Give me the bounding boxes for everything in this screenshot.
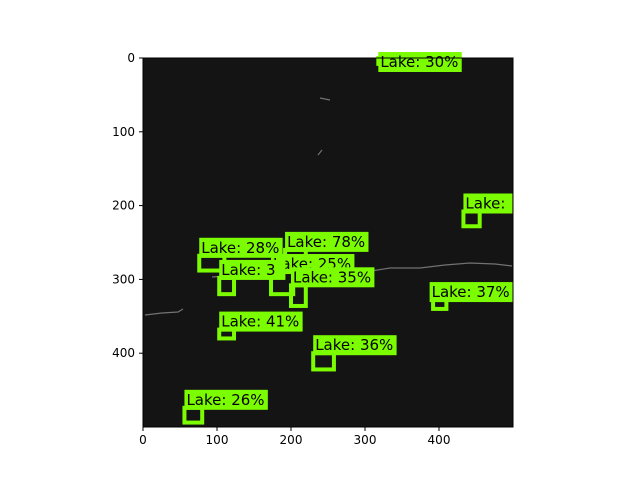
detection: Lake: 37% <box>429 282 513 311</box>
detection-label: Lake: 37% <box>432 283 510 301</box>
detection-label: Lake: 41% <box>221 313 299 331</box>
detection-label-bg <box>463 193 513 214</box>
detection: Lake: 41% <box>217 311 303 341</box>
detection-label-bg <box>184 389 268 410</box>
y-axis: 0 100 200 300 400 <box>112 51 143 360</box>
detection-label: Lake: 78% <box>287 233 365 251</box>
detection-label: Lake: <box>465 195 505 213</box>
x-tick-label: 0 <box>139 433 147 447</box>
plot-frame <box>142 57 514 428</box>
image-plot: Lake: 30%Lake:Lake: 28% Lake: 78%Lake: 25… <box>142 52 514 428</box>
detection-label: Lake: 30% <box>380 53 458 71</box>
detection-label-bg <box>219 311 303 332</box>
detection-label-bg <box>219 259 286 280</box>
detection: Lake: 28% <box>197 237 283 273</box>
detection-label-bg <box>378 52 462 72</box>
x-axis: 0 100 200 300 400 <box>139 427 450 447</box>
detection-label: Lake: 28% <box>201 239 279 257</box>
detection: Lake: 36% <box>311 335 397 372</box>
y-tick-label: 0 <box>127 51 135 65</box>
y-tick-label: 400 <box>112 346 135 360</box>
detection-label: Lake: 26% <box>186 391 264 409</box>
x-tick-label: 100 <box>206 433 229 447</box>
detection: Lake: 35% <box>289 267 375 308</box>
detection: Lake: 30% <box>376 52 462 72</box>
detection-label: Lake: 36% <box>315 336 393 354</box>
detection-label-bg <box>199 237 283 258</box>
y-tick-label: 100 <box>112 125 135 139</box>
detection-label-bg <box>429 282 513 303</box>
detection-label-bg <box>291 267 375 288</box>
y-tick-label: 200 <box>112 199 135 213</box>
detection-label-bg <box>285 231 369 252</box>
x-tick-label: 300 <box>354 433 377 447</box>
y-tick-label: 300 <box>112 272 135 286</box>
x-tick-label: 400 <box>428 433 451 447</box>
detection-label-bg <box>313 335 397 356</box>
detection: Lake: <box>461 193 513 229</box>
detection-boxes: Lake: 30%Lake:Lake: 28% Lake: 78%Lake: 25… <box>182 52 513 425</box>
detection: Lake: 3 <box>217 259 286 297</box>
detection-label: Lake: 3 <box>221 261 275 279</box>
detection-label: Lake: 35% <box>293 268 371 286</box>
detection: Lake: 26% <box>182 389 268 425</box>
x-tick-label: 200 <box>280 433 303 447</box>
